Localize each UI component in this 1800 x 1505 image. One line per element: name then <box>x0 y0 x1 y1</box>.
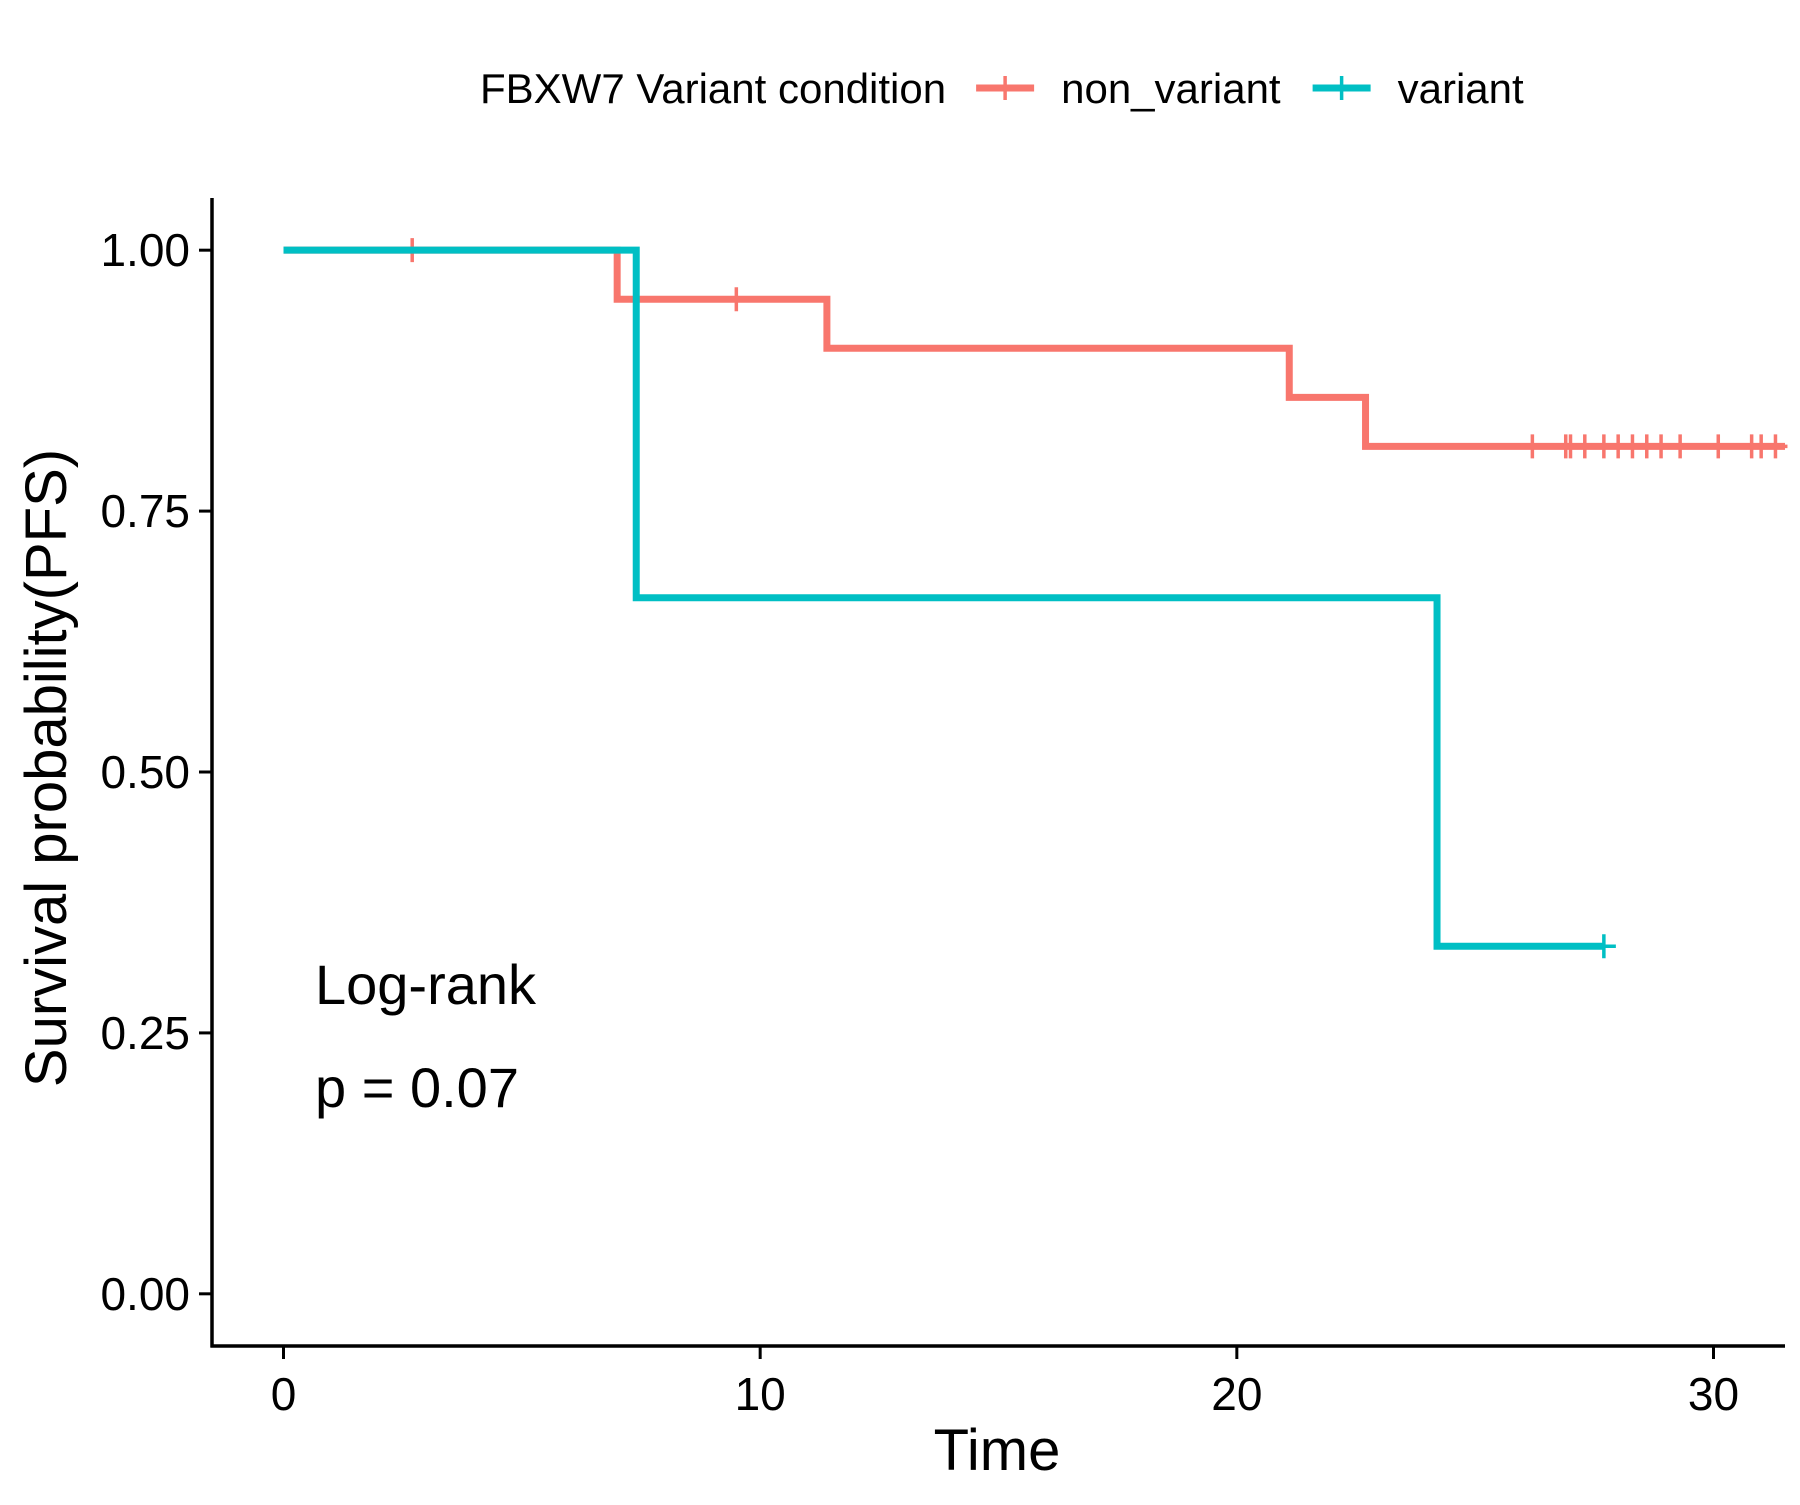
y-tick-label: 0.25 <box>100 1007 190 1059</box>
y-tick-label: 1.00 <box>100 224 190 276</box>
x-tick-label: 0 <box>271 1368 297 1420</box>
x-axis-title: Time <box>934 1418 1061 1483</box>
legend-label: variant <box>1398 65 1524 112</box>
legend: FBXW7 Variant condition non_variant varia… <box>480 65 1524 112</box>
series-layer <box>283 238 1788 959</box>
censor-mark <box>1591 934 1616 959</box>
censor-mark <box>1520 434 1545 459</box>
series-non_variant <box>283 238 1788 459</box>
legend-items: non_variant variant <box>976 65 1524 112</box>
y-tick-label: 0.50 <box>100 746 190 798</box>
censor-mark <box>1706 434 1731 459</box>
y-tick-label: 0.75 <box>100 485 190 537</box>
censor-mark <box>1763 434 1788 459</box>
legend-item-variant: variant <box>1312 65 1524 112</box>
survival-curve-variant <box>283 246 1604 950</box>
logrank-label: Log-rank <box>315 953 537 1016</box>
censor-mark <box>1668 434 1693 459</box>
x-tick-label: 20 <box>1211 1368 1262 1420</box>
x-tick-label: 10 <box>735 1368 786 1420</box>
axes: 0 10 20 30 0.00 0.25 0.50 0.75 1.00 <box>100 198 1785 1420</box>
legend-title: FBXW7 Variant condition <box>480 65 946 112</box>
legend-label: non_variant <box>1061 65 1281 112</box>
censor-mark <box>724 287 749 312</box>
x-tick-label: 30 <box>1688 1368 1739 1420</box>
y-tick-label: 0.00 <box>100 1268 190 1320</box>
legend-item-non_variant: non_variant <box>976 65 1281 112</box>
series-variant <box>283 246 1616 959</box>
survival-curve-non_variant <box>283 246 1785 450</box>
y-axis-title: Survival probability(PFS) <box>14 449 79 1087</box>
pvalue-label: p = 0.07 <box>315 1056 519 1119</box>
